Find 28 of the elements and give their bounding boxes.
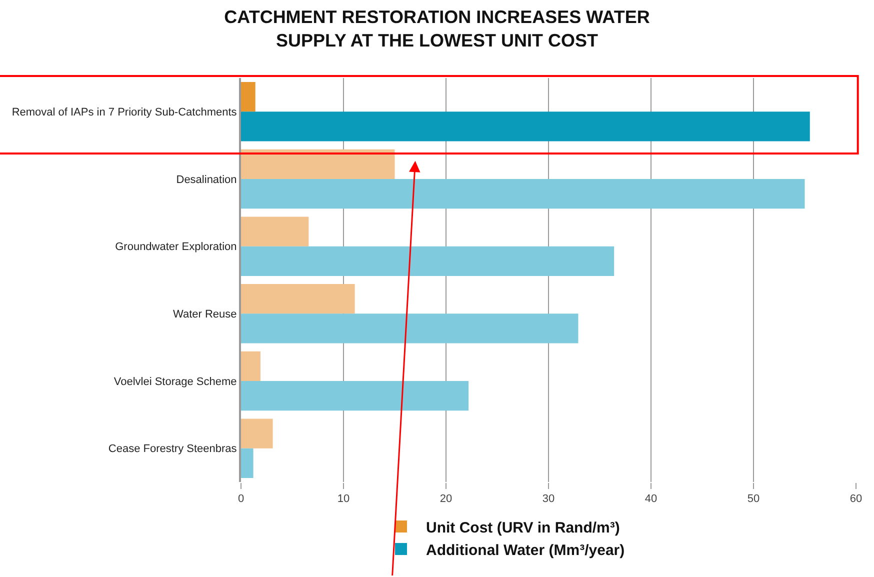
bar	[241, 149, 395, 179]
y-tick-label: Desalination	[176, 174, 237, 186]
bar	[241, 246, 614, 276]
bar	[241, 351, 260, 381]
x-tick-label: 40	[644, 493, 658, 506]
x-tick-label: 60	[850, 493, 862, 506]
bar	[241, 179, 805, 209]
bar	[241, 112, 810, 142]
y-tick-label: Removal of IAPs in 7 Priority Sub-Catchments	[12, 106, 238, 119]
legend-label: Additional Water (Mm³/year)	[426, 542, 625, 559]
x-tick-label: 10	[337, 493, 350, 506]
y-tick-label: Cease Forestry Steenbras	[108, 443, 238, 456]
chart-title: CATCHMENT RESTORATION INCREASES WATER SUPPLY AT THE LOWEST UNIT COST	[224, 7, 650, 50]
bar	[241, 216, 309, 246]
bar	[241, 381, 469, 411]
bar	[241, 314, 578, 344]
bar	[241, 82, 256, 112]
x-tick-label: 30	[542, 493, 555, 506]
bar	[241, 284, 355, 314]
bar	[241, 418, 273, 448]
y-tick-label: Water Reuse	[173, 308, 237, 321]
x-tick-label: 20	[440, 493, 452, 506]
bar	[241, 448, 254, 478]
y-tick-label: Groundwater Exploration	[115, 241, 237, 254]
y-tick-label: Voelvlei Storage Scheme	[114, 376, 237, 388]
x-tick-label: 50	[747, 493, 760, 506]
legend-label: Unit Cost (URV in Rand/m³)	[426, 519, 620, 536]
x-tick-label: 0	[238, 493, 244, 506]
